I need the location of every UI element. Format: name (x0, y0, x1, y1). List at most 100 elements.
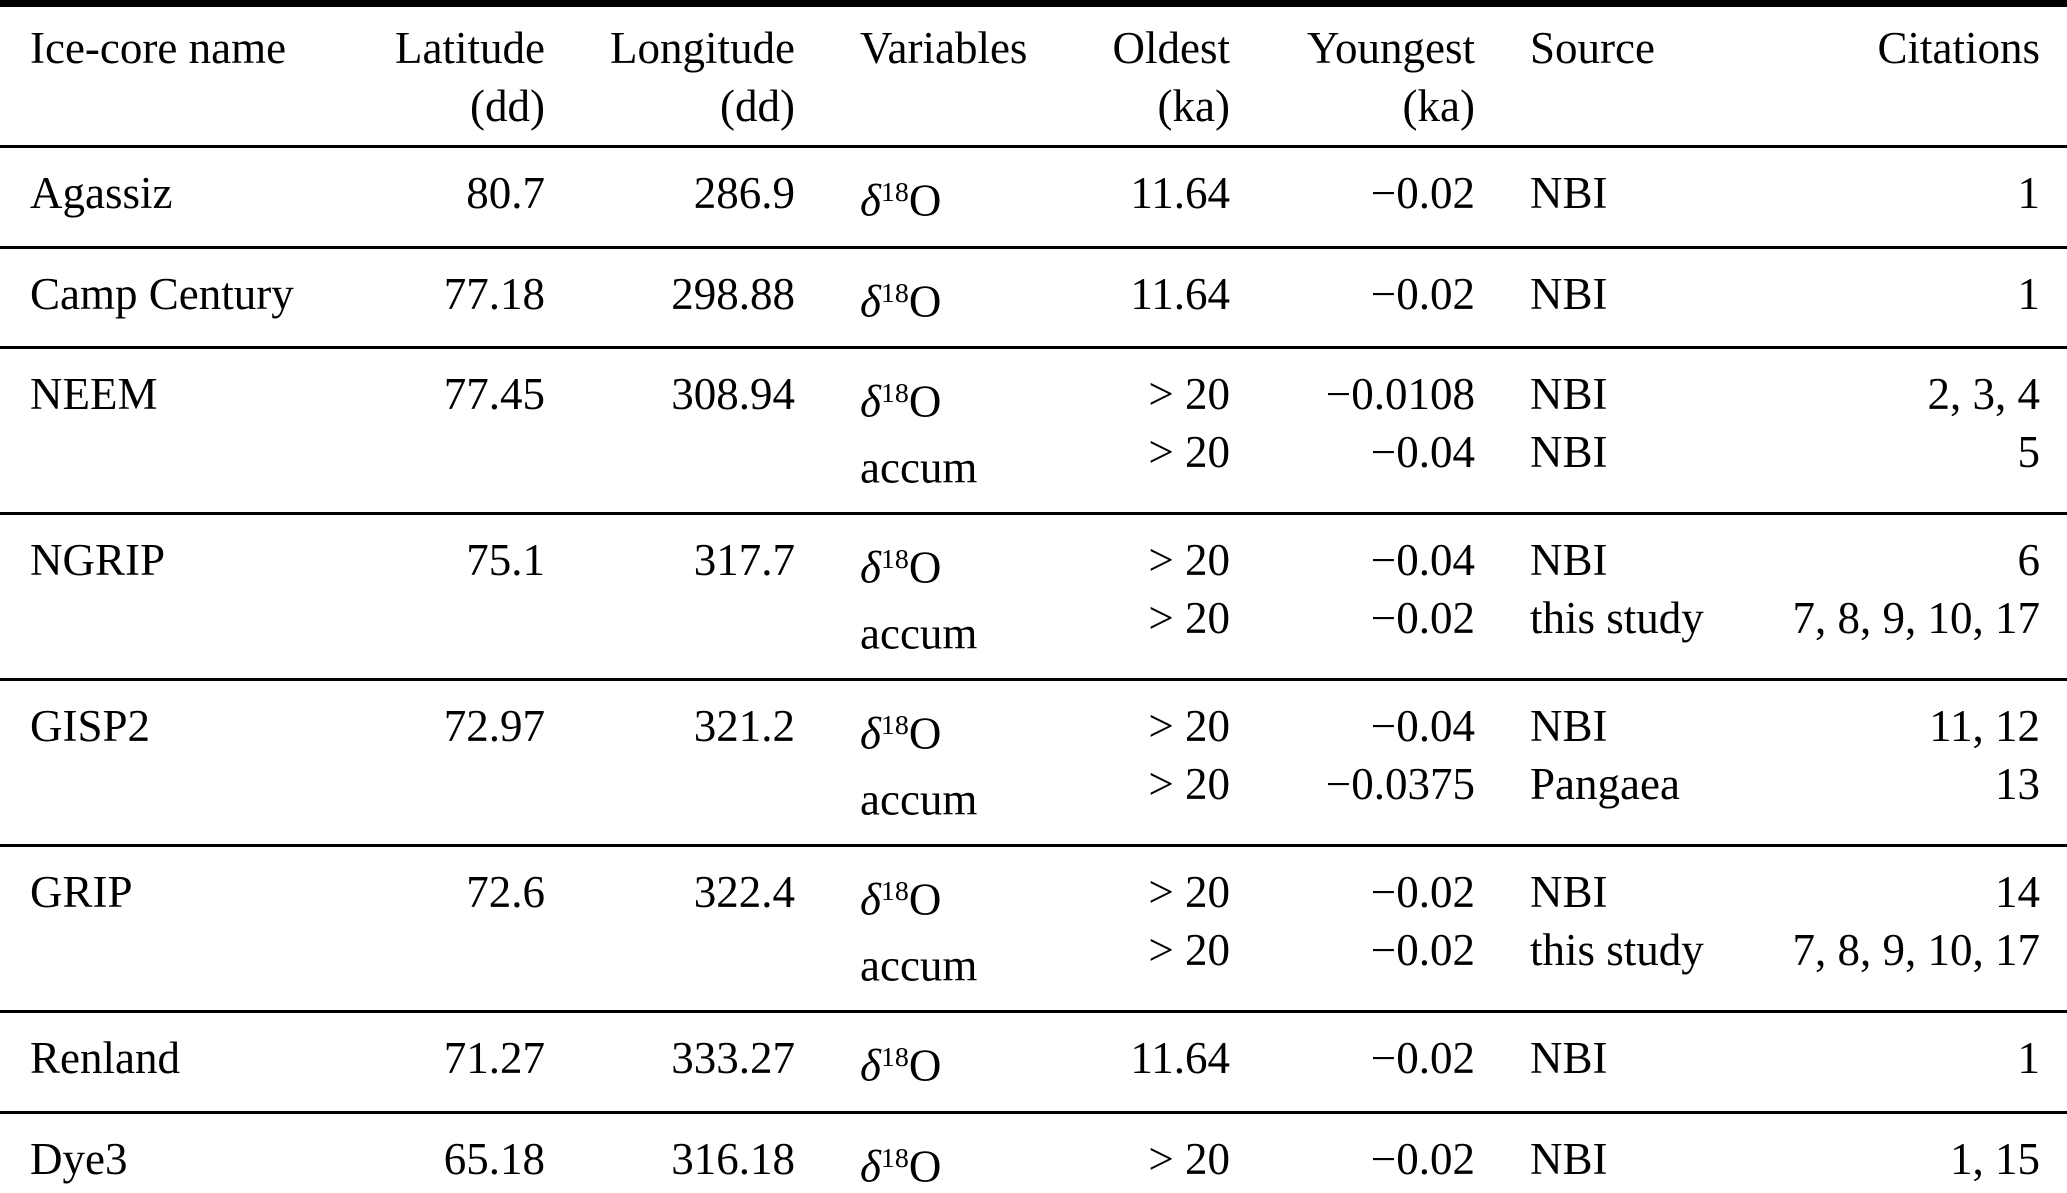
ice-core-name: Dye3 (30, 1133, 128, 1184)
variable-symbol: δ (860, 874, 881, 925)
table-header-row: Ice-core name Latitude (dd) Longitude (d… (0, 7, 2067, 148)
header-label: Variables (860, 23, 1028, 73)
oldest-value: > 20 (1148, 593, 1230, 643)
source-value: NBI (1530, 535, 1608, 585)
source-value: NBI (1530, 867, 1608, 917)
variable-value: accum (860, 597, 1060, 663)
oldest-value: > 20 (1148, 369, 1230, 419)
variable-name: O (908, 175, 942, 226)
header-ice-core-name: Ice-core name (0, 19, 340, 135)
source-value: this study (1530, 925, 1704, 975)
variable-value: δ18O (860, 863, 1060, 929)
ice-core-name: NEEM (30, 369, 158, 419)
source-cell: NBI (1475, 265, 1745, 331)
variable-value: δ18O (860, 265, 1060, 331)
youngest-value: −0.02 (1370, 268, 1475, 319)
youngest-value: −0.02 (1370, 168, 1475, 218)
table-row: GISP2 72.97 321.2 δ18O accum > 20 > 20 −0.… (0, 681, 2067, 847)
variable-superscript: 18 (880, 1142, 909, 1174)
citations-value: 6 (2017, 535, 2041, 585)
header-unit: (ka) (1402, 81, 1475, 131)
source-cell: NBI this study (1475, 863, 1745, 994)
variable-superscript: 18 (880, 876, 909, 907)
citations-value: 11, 12 (1929, 701, 2040, 751)
variable-symbol: δ (860, 1141, 881, 1191)
latitude-value: 77.18 (443, 268, 545, 319)
youngest-value: −0.02 (1370, 1033, 1475, 1083)
citations-cell: 11, 12 13 (1745, 697, 2067, 828)
citations-cell: 14 7, 8, 9, 10, 17 (1745, 863, 2067, 994)
latitude-value: 80.7 (466, 168, 545, 218)
variable-name: accum (860, 608, 978, 658)
header-youngest: Youngest (ka) (1230, 19, 1475, 135)
latitude-value: 71.27 (443, 1033, 545, 1083)
variable-name: O (908, 376, 942, 427)
table-body: Agassiz 80.7 286.9 δ18O 11.64 −0.02 NBI … (0, 148, 2067, 1193)
longitude-value: 286.9 (693, 168, 795, 218)
citations-cell: 6 7, 8, 9, 10, 17 (1745, 531, 2067, 662)
variable-name: O (908, 874, 942, 925)
variable-name: O (908, 1040, 942, 1091)
oldest-cell: 11.64 (1060, 164, 1230, 230)
youngest-value: −0.04 (1370, 427, 1475, 477)
citations-value: 1, 15 (1950, 1133, 2040, 1184)
ice-core-name: Camp Century (30, 268, 294, 319)
oldest-cell: 11.64 (1060, 1029, 1230, 1095)
header-label: Oldest (1112, 23, 1231, 73)
longitude-value: 298.88 (671, 268, 795, 319)
longitude-value: 322.4 (693, 867, 795, 917)
source-cell: NBI (1475, 164, 1745, 230)
citations-value: 5 (2017, 427, 2041, 477)
longitude-value: 317.7 (693, 535, 795, 585)
header-source: Source (1475, 19, 1745, 135)
oldest-value: 11.64 (1130, 1033, 1230, 1083)
citations-cell: 1 (1745, 265, 2067, 331)
variable-value: δ18O (860, 365, 1060, 431)
oldest-cell: > 20 > 20 (1060, 863, 1230, 994)
youngest-value: −0.02 (1370, 925, 1475, 975)
oldest-cell: 11.64 (1060, 265, 1230, 331)
youngest-value: −0.02 (1370, 867, 1475, 917)
table-row: NEEM 77.45 308.94 δ18O accum > 20 > 20 −0.… (0, 349, 2067, 515)
citations-cell: 1 (1745, 164, 2067, 230)
variables-cell: δ18O accum (795, 531, 1060, 662)
oldest-value: > 20 (1148, 701, 1230, 751)
youngest-cell: −0.02 (1230, 164, 1475, 230)
header-label: Longitude (610, 23, 795, 73)
oldest-value: > 20 (1148, 759, 1230, 809)
header-unit: (ka) (1157, 81, 1230, 131)
source-cell: NBI (1475, 1029, 1745, 1095)
table-row: GRIP 72.6 322.4 δ18O accum > 20 > 20 −0.02… (0, 847, 2067, 1013)
youngest-value: −0.04 (1370, 535, 1475, 585)
youngest-cell: −0.02 (1230, 265, 1475, 331)
header-oldest: Oldest (ka) (1060, 19, 1231, 135)
variable-symbol: δ (860, 708, 881, 759)
variable-symbol: δ (860, 376, 881, 427)
table-row: Camp Century 77.18 298.88 δ18O 11.64 −0.… (0, 249, 2067, 349)
source-value: NBI (1530, 168, 1608, 218)
variable-name: accum (860, 940, 978, 990)
youngest-cell: −0.02 −0.02 (1230, 863, 1475, 994)
latitude-value: 65.18 (443, 1133, 545, 1184)
youngest-cell: −0.0108 −0.04 (1230, 365, 1475, 496)
citations-value: 7, 8, 9, 10, 17 (1792, 593, 2041, 643)
variable-superscript: 18 (880, 1042, 909, 1073)
variable-name: accum (860, 774, 978, 824)
citations-cell: 2, 3, 4 5 (1745, 365, 2067, 496)
oldest-value: 11.64 (1130, 268, 1230, 319)
source-value: NBI (1530, 369, 1608, 419)
header-label: Source (1530, 23, 1655, 73)
source-value: Pangaea (1530, 759, 1680, 809)
youngest-value: −0.02 (1370, 593, 1475, 643)
source-cell: NBI this study (1475, 531, 1745, 662)
table-row: Renland 71.27 333.27 δ18O 11.64 −0.02 NB… (0, 1013, 2067, 1114)
oldest-value: > 20 (1148, 925, 1230, 975)
citations-value: 13 (1995, 759, 2040, 809)
variable-value: δ18O (860, 531, 1060, 597)
citations-cell: 1 (1745, 1029, 2067, 1095)
header-latitude: Latitude (dd) (340, 19, 545, 135)
